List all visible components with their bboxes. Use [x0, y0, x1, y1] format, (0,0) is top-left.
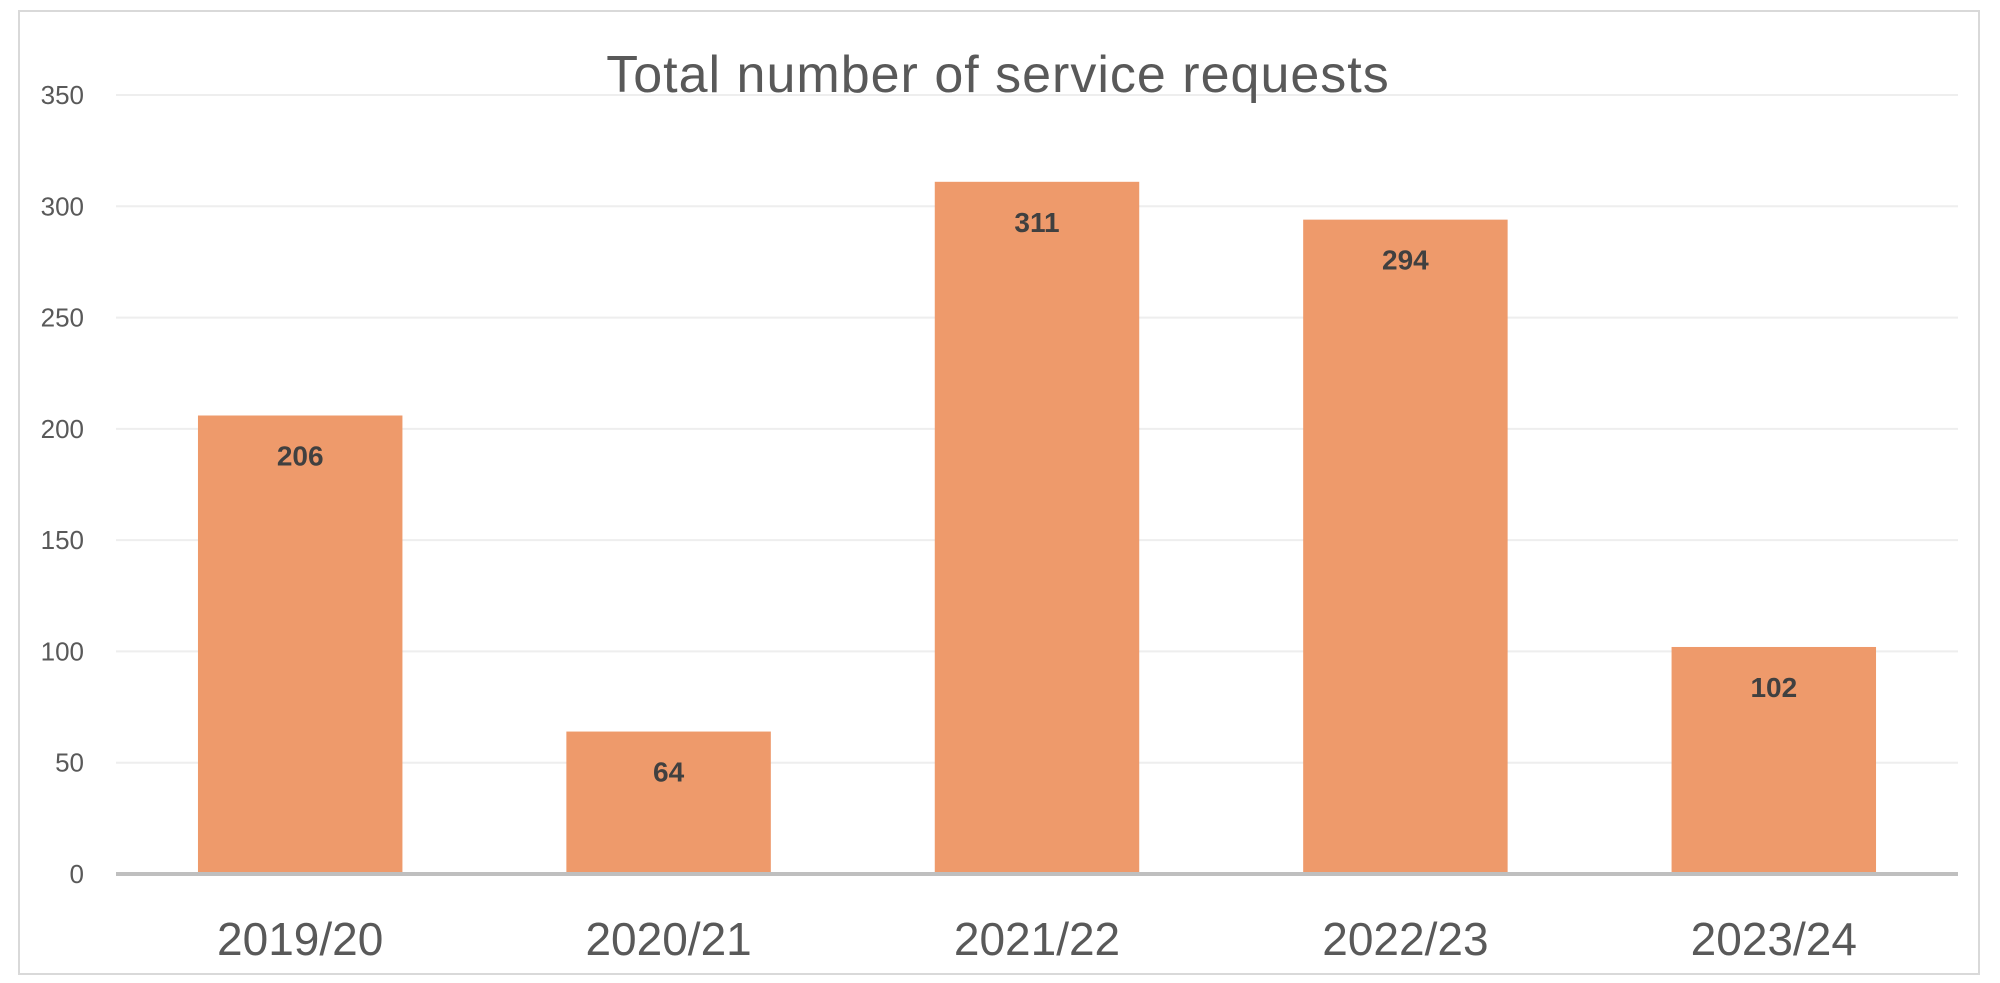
y-tick-label: 0	[70, 859, 84, 889]
x-tick-label: 2020/21	[585, 913, 751, 965]
data-label: 311	[1014, 207, 1059, 238]
bar	[566, 731, 771, 874]
chart-title: Total number of service requests	[606, 46, 1389, 104]
x-tick-label: 2021/22	[954, 913, 1120, 965]
bar	[934, 181, 1140, 874]
data-label: 64	[653, 757, 685, 788]
data-label: 206	[277, 441, 324, 472]
x-tick-label: 2019/20	[217, 913, 383, 965]
bar	[1671, 646, 1877, 874]
labels-layer: 0 50 100 150 200 250 300 350 206 2019/20 64 2020/21…	[41, 80, 1857, 965]
y-tick-label: 50	[55, 748, 84, 778]
y-tick-label: 100	[41, 636, 84, 666]
bar	[1303, 219, 1508, 874]
x-tick-label: 2023/24	[1691, 913, 1857, 965]
data-label: 102	[1750, 672, 1797, 703]
y-tick-label: 250	[41, 303, 84, 333]
y-tick-label: 150	[41, 525, 84, 555]
data-label: 294	[1382, 245, 1429, 276]
bar	[197, 415, 403, 874]
y-tick-label: 200	[41, 414, 84, 444]
y-tick-label: 300	[41, 191, 84, 221]
bars-layer	[197, 181, 1877, 874]
y-tick-label: 350	[41, 80, 84, 110]
x-tick-label: 2022/23	[1322, 913, 1488, 965]
